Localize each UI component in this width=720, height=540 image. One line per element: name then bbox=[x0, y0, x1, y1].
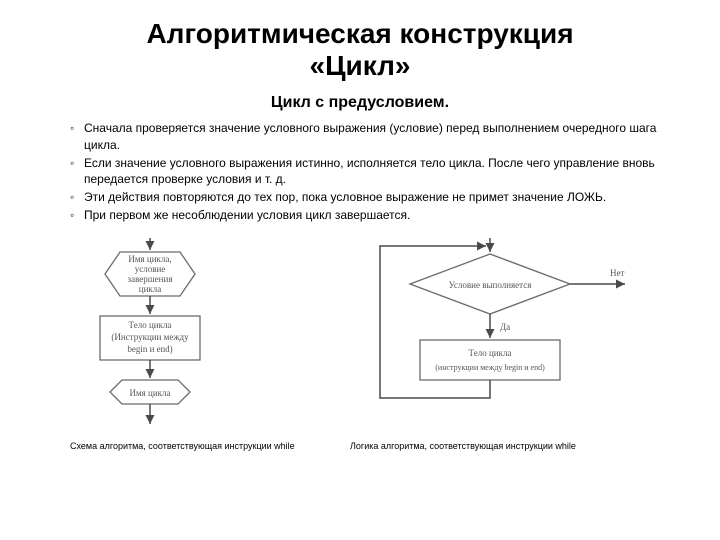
hex-text: цикла bbox=[139, 284, 162, 294]
title-line1: Алгоритмическая конструкция bbox=[146, 18, 573, 49]
body-text: (Инструкции между bbox=[111, 332, 189, 342]
slide-subtitle: Цикл с предусловием. bbox=[40, 94, 680, 112]
body-text: Тело цикла bbox=[469, 348, 512, 358]
no-label: Нет bbox=[610, 268, 624, 278]
body-text: Тело цикла bbox=[129, 320, 172, 330]
bullet-item: Сначала проверяется значение условного в… bbox=[70, 120, 660, 152]
figures-row: Имя цикла, условие завершения цикла Тело… bbox=[40, 238, 680, 451]
bullet-list: Сначала проверяется значение условного в… bbox=[70, 120, 660, 223]
slide: Алгоритмическая конструкция «Цикл» Цикл … bbox=[0, 0, 720, 540]
bullet-item: При первом же несоблюдении условия цикл … bbox=[70, 207, 660, 223]
loop-body-rect bbox=[420, 340, 560, 380]
bullet-item: Если значение условного выражения истинн… bbox=[70, 155, 660, 187]
cond-text: Условие выполняется bbox=[449, 280, 532, 290]
body-text: begin и end) bbox=[127, 344, 172, 354]
yes-label: Да bbox=[500, 322, 510, 332]
hex-text: Имя цикла, bbox=[128, 254, 171, 264]
figure-left: Имя цикла, условие завершения цикла Тело… bbox=[70, 238, 310, 451]
end-text: Имя цикла bbox=[129, 388, 170, 398]
bullet-item: Эти действия повторяются до тех пор, пок… bbox=[70, 189, 660, 205]
flowchart-left: Имя цикла, условие завершения цикла Тело… bbox=[70, 238, 290, 428]
title-line2: «Цикл» bbox=[310, 50, 411, 81]
hex-text: условие bbox=[135, 264, 166, 274]
slide-title: Алгоритмическая конструкция «Цикл» bbox=[40, 18, 680, 82]
figure-right: Условие выполняется Нет Да Тело цикла (и… bbox=[350, 238, 650, 451]
caption-right: Логика алгоритма, соответствующая инстру… bbox=[350, 441, 650, 451]
body-text: (инструкции между begin и end) bbox=[435, 363, 545, 372]
hex-text: завершения bbox=[128, 274, 173, 284]
caption-left: Схема алгоритма, соответствующая инструк… bbox=[70, 441, 310, 451]
flowchart-right: Условие выполняется Нет Да Тело цикла (и… bbox=[350, 238, 650, 428]
